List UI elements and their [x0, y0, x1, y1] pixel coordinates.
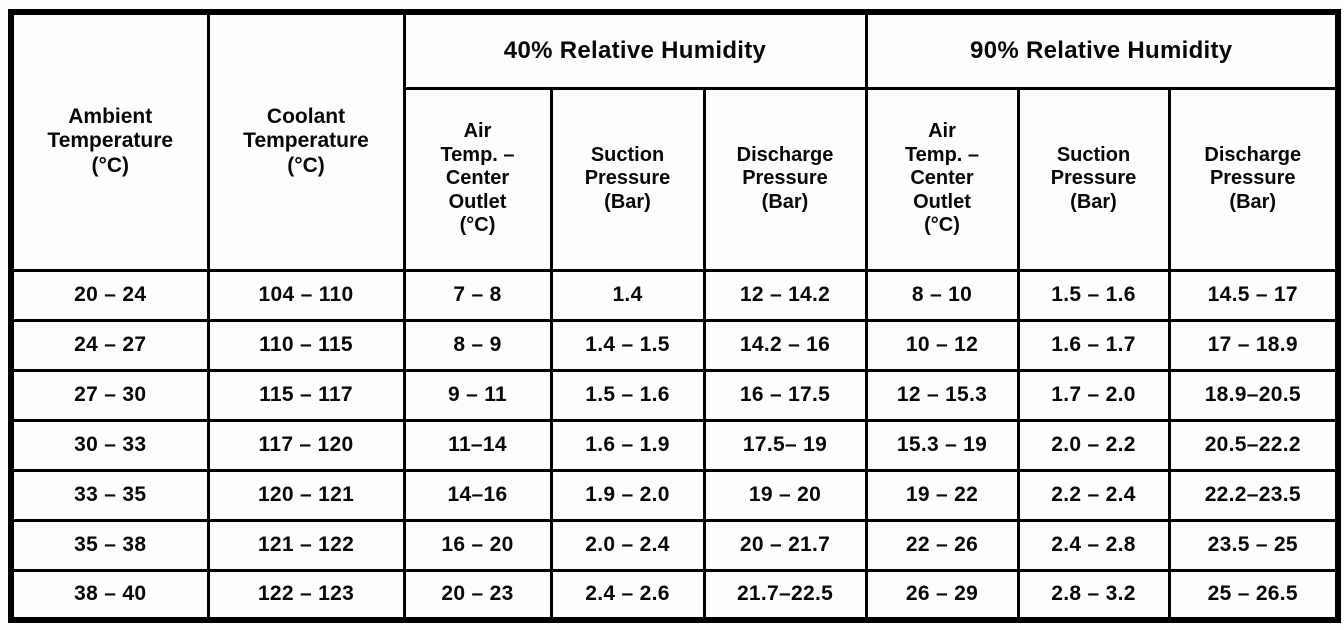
table-cell: 24 – 27	[9, 318, 210, 372]
column-header-ambient-temperature: Ambient Temperature (°C)	[9, 10, 210, 272]
table-cell: 2.8 – 3.2	[1016, 568, 1171, 622]
table-cell: 1.9 – 2.0	[549, 468, 706, 522]
table-cell: 1.6 – 1.9	[549, 418, 706, 472]
table-cell: 104 – 110	[206, 268, 406, 322]
table-cell: 1.5 – 1.6	[549, 368, 706, 422]
table-cell: 16 – 20	[402, 518, 553, 572]
column-header-air-temp-center-outlet-40: Air Temp. – Center Outlet (°C)	[402, 86, 553, 272]
table-cell: 30 – 33	[9, 418, 210, 472]
table-cell: 22 – 26	[864, 518, 1020, 572]
table-cell: 26 – 29	[864, 568, 1020, 622]
table-cell: 20 – 24	[9, 268, 210, 322]
column-header-suction-pressure-90: Suction Pressure (Bar)	[1016, 86, 1171, 272]
table-cell: 2.4 – 2.8	[1016, 518, 1171, 572]
table-row: 20 – 24 104 – 110 7 – 8 1.4 12 – 14.2 8 …	[9, 268, 1340, 322]
table-cell: 12 – 14.2	[702, 268, 868, 322]
column-header-coolant-temperature: Coolant Temperature (°C)	[206, 10, 406, 272]
table-cell: 38 – 40	[9, 568, 210, 622]
table-row: 30 – 33 117 – 120 11–14 1.6 – 1.9 17.5– …	[9, 418, 1340, 472]
table-cell: 10 – 12	[864, 318, 1020, 372]
table-cell: 14.2 – 16	[702, 318, 868, 372]
table-cell: 2.0 – 2.2	[1016, 418, 1171, 472]
table-cell: 122 – 123	[206, 568, 406, 622]
table-cell: 8 – 9	[402, 318, 553, 372]
table-cell: 11–14	[402, 418, 553, 472]
table-cell: 120 – 121	[206, 468, 406, 522]
table-cell: 21.7–22.5	[702, 568, 868, 622]
table-cell: 121 – 122	[206, 518, 406, 572]
table-row: 38 – 40 122 – 123 20 – 23 2.4 – 2.6 21.7…	[9, 568, 1340, 622]
table-cell: 25 – 26.5	[1167, 568, 1340, 622]
column-header-suction-pressure-40: Suction Pressure (Bar)	[549, 86, 706, 272]
table-cell: 23.5 – 25	[1167, 518, 1340, 572]
table-cell: 35 – 38	[9, 518, 210, 572]
table-cell: 17.5– 19	[702, 418, 868, 472]
table-cell: 27 – 30	[9, 368, 210, 422]
table-cell: 22.2–23.5	[1167, 468, 1340, 522]
table-cell: 1.5 – 1.6	[1016, 268, 1171, 322]
table-cell: 110 – 115	[206, 318, 406, 372]
table-cell: 15.3 – 19	[864, 418, 1020, 472]
table-cell: 33 – 35	[9, 468, 210, 522]
table-row: 24 – 27 110 – 115 8 – 9 1.4 – 1.5 14.2 –…	[9, 318, 1340, 372]
humidity-group-header-row: Ambient Temperature (°C) Coolant Tempera…	[9, 10, 1340, 272]
table-cell: 1.4 – 1.5	[549, 318, 706, 372]
column-header-discharge-pressure-40: Discharge Pressure (Bar)	[702, 86, 868, 272]
table-cell: 1.7 – 2.0	[1016, 368, 1171, 422]
table-cell: 18.9–20.5	[1167, 368, 1340, 422]
ac-performance-spec-table: Ambient Temperature (°C) Coolant Tempera…	[8, 9, 1341, 623]
table-cell: 2.0 – 2.4	[549, 518, 706, 572]
table-cell: 8 – 10	[864, 268, 1020, 322]
table-row: 33 – 35 120 – 121 14–16 1.9 – 2.0 19 – 2…	[9, 468, 1340, 522]
table-cell: 2.2 – 2.4	[1016, 468, 1171, 522]
column-header-discharge-pressure-90: Discharge Pressure (Bar)	[1167, 86, 1340, 272]
table-cell: 12 – 15.3	[864, 368, 1020, 422]
table-row: 27 – 30 115 – 117 9 – 11 1.5 – 1.6 16 – …	[9, 368, 1340, 422]
table-header: Ambient Temperature (°C) Coolant Tempera…	[9, 10, 1340, 272]
group-header-90-percent-humidity: 90% Relative Humidity	[864, 10, 1340, 90]
table-cell: 16 – 17.5	[702, 368, 868, 422]
sub-column-header-row: Air Temp. – Center Outlet (°C) Suction P…	[11, 86, 1340, 272]
table-cell: 1.4	[549, 268, 706, 322]
table-cell: 14–16	[402, 468, 553, 522]
table-cell: 20.5–22.2	[1167, 418, 1340, 472]
group-header-40-percent-humidity: 40% Relative Humidity	[402, 10, 868, 90]
table-row: 35 – 38 121 – 122 16 – 20 2.0 – 2.4 20 –…	[9, 518, 1340, 572]
table-cell: 14.5 – 17	[1167, 268, 1340, 322]
table-cell: 9 – 11	[402, 368, 553, 422]
table-cell: 19 – 20	[702, 468, 868, 522]
table-body: 20 – 24 104 – 110 7 – 8 1.4 12 – 14.2 8 …	[9, 268, 1340, 622]
table-cell: 20 – 21.7	[702, 518, 868, 572]
table-cell: 19 – 22	[864, 468, 1020, 522]
table-cell: 17 – 18.9	[1167, 318, 1340, 372]
table-cell: 117 – 120	[206, 418, 406, 472]
table-cell: 20 – 23	[402, 568, 553, 622]
table-cell: 115 – 117	[206, 368, 406, 422]
table-cell: 1.6 – 1.7	[1016, 318, 1171, 372]
table-cell: 7 – 8	[402, 268, 553, 322]
column-header-air-temp-center-outlet-90: Air Temp. – Center Outlet (°C)	[864, 86, 1020, 272]
table-cell: 2.4 – 2.6	[549, 568, 706, 622]
